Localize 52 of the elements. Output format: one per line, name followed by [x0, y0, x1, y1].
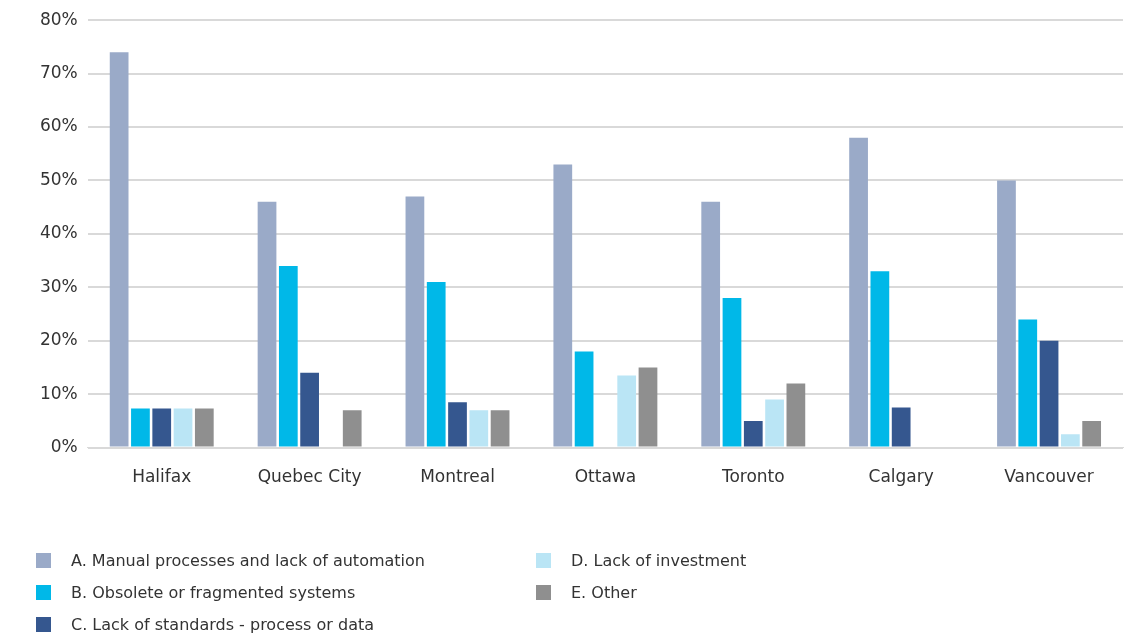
y-tick-label: 40%	[39, 222, 78, 243]
bar	[469, 410, 489, 447]
y-tick-label: 30%	[39, 275, 78, 296]
bar	[405, 196, 425, 447]
legend-label: A. Manual processes and lack of automation	[71, 550, 425, 570]
bar	[300, 372, 319, 447]
bar	[849, 137, 868, 447]
bar	[997, 180, 1016, 447]
y-tick-label: 80%	[39, 8, 78, 29]
bar	[743, 420, 763, 447]
bar	[1018, 319, 1038, 447]
bar	[722, 298, 742, 447]
bar	[1039, 340, 1059, 447]
bar	[701, 201, 721, 447]
legend-label: E. Other	[571, 582, 637, 602]
legend-label: B. Obsolete or fragmented systems	[71, 582, 356, 602]
bar	[278, 265, 298, 447]
x-tick-label: Vancouver	[1004, 466, 1094, 487]
bar	[257, 201, 277, 447]
bar	[490, 410, 510, 447]
y-tick-label: 70%	[39, 62, 78, 83]
x-tick-label: Halifax	[132, 466, 192, 487]
y-tick-label: 50%	[39, 168, 78, 189]
bar	[131, 408, 150, 447]
y-tick-label: 60%	[39, 115, 78, 136]
bar	[891, 407, 911, 447]
x-tick-label: Calgary	[868, 466, 934, 487]
bar	[870, 271, 890, 447]
x-tick-label: Ottawa	[574, 466, 637, 487]
bar	[786, 383, 806, 447]
bar	[152, 408, 172, 447]
x-tick-label: Montreal	[420, 466, 495, 487]
bar	[342, 410, 362, 447]
bar	[617, 375, 637, 447]
legend-label: C. Lack of standards - process or data	[71, 614, 375, 634]
y-tick-label: 20%	[39, 329, 78, 350]
x-tick-label: Toronto	[720, 466, 785, 487]
legend-label: D. Lack of investment	[571, 550, 747, 570]
bar	[448, 402, 467, 447]
bar	[638, 367, 658, 447]
bar	[1060, 434, 1080, 447]
x-tick-label: Quebec City	[257, 466, 362, 487]
bar	[173, 408, 193, 447]
y-tick-label: 0%	[50, 436, 78, 457]
y-tick-label: 10%	[39, 382, 78, 403]
bar	[109, 52, 129, 447]
bar	[765, 399, 784, 447]
bar	[426, 281, 446, 447]
bar	[194, 408, 214, 447]
bar	[553, 164, 573, 447]
bar	[1082, 420, 1102, 447]
bar	[574, 351, 594, 447]
